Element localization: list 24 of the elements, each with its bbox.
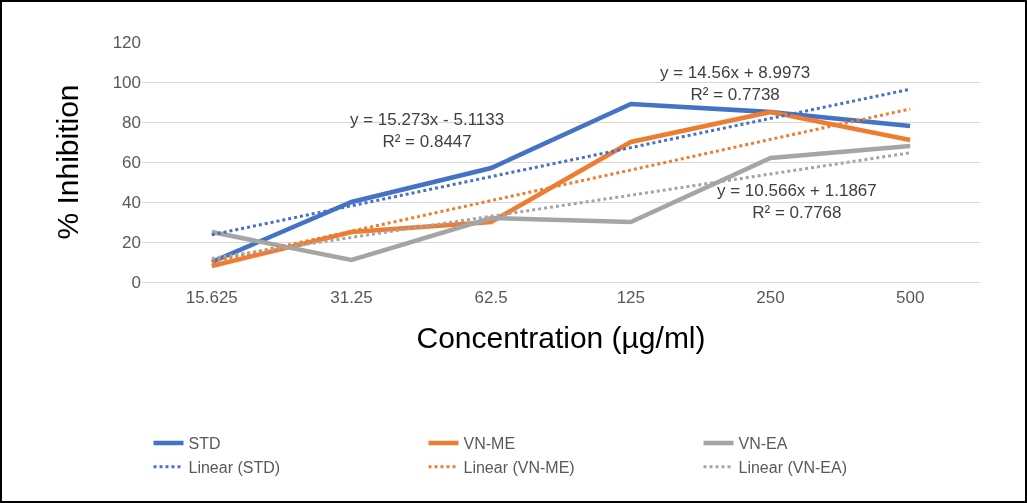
legend-label: Linear (VN-ME): [463, 458, 575, 476]
legend-label: Linear (STD): [188, 458, 281, 476]
x-tick-label: 15.625: [185, 288, 238, 308]
y-tick-label: 120: [112, 32, 141, 52]
y-axis-title: % Inhibition: [50, 84, 84, 240]
x-tick-label: 62.5: [474, 288, 508, 308]
x-tick-label: 125: [616, 288, 646, 308]
y-tick-label: 40: [122, 192, 141, 212]
annotation: y = 10.566x + 1.1867 R² = 0.7768: [717, 181, 877, 223]
y-tick-label: 60: [122, 152, 141, 172]
legend-label: VN-EA: [738, 435, 788, 453]
legend-label: VN-ME: [463, 435, 516, 453]
y-tick-label: 0: [131, 272, 141, 292]
legend-label: Linear (VN-EA): [738, 458, 847, 476]
x-axis-title: Concentration (µg/ml): [416, 320, 706, 354]
x-tick-label: 500: [895, 288, 925, 308]
legend-label: STD: [188, 435, 221, 453]
x-tick-label: 31.25: [330, 288, 373, 308]
y-tick-label: 100: [112, 72, 141, 92]
y-tick-label: 80: [122, 112, 141, 132]
y-tick-label: 20: [122, 232, 141, 252]
annotation: y = 15.273x - 5.1133 R² = 0.8447: [350, 110, 505, 152]
x-tick-label: 250: [756, 288, 785, 308]
annotation: y = 14.56x + 8.9973 R² = 0.7738: [660, 63, 811, 105]
